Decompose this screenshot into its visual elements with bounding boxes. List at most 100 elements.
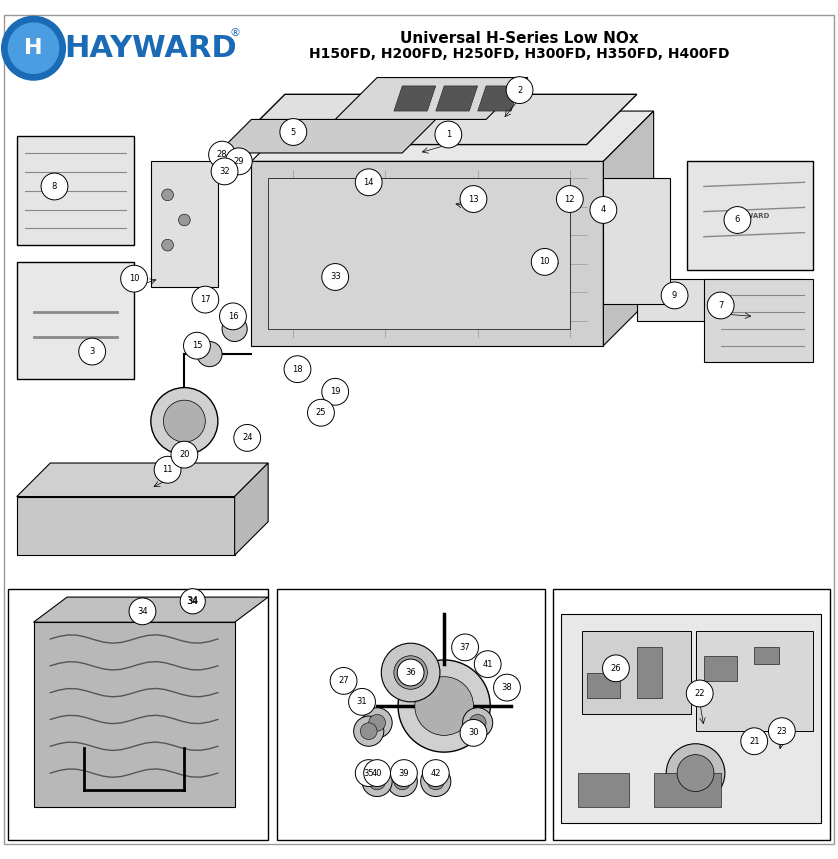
Circle shape	[768, 718, 795, 745]
Text: 10: 10	[540, 258, 550, 266]
Circle shape	[741, 728, 768, 755]
Circle shape	[603, 655, 629, 682]
FancyBboxPatch shape	[582, 631, 691, 715]
Polygon shape	[603, 111, 654, 345]
Circle shape	[162, 189, 173, 201]
Text: 3: 3	[90, 347, 95, 356]
Circle shape	[387, 766, 417, 796]
Text: 2: 2	[517, 86, 522, 94]
Circle shape	[369, 773, 385, 789]
Text: 40: 40	[372, 769, 382, 777]
FancyBboxPatch shape	[587, 673, 620, 698]
Polygon shape	[335, 77, 528, 119]
FancyBboxPatch shape	[578, 773, 628, 807]
Text: 16: 16	[228, 312, 238, 321]
Circle shape	[355, 169, 382, 196]
Text: 36: 36	[406, 668, 416, 677]
Text: 12: 12	[565, 194, 575, 204]
Circle shape	[460, 186, 487, 212]
Circle shape	[394, 655, 427, 689]
Circle shape	[308, 399, 334, 426]
Circle shape	[355, 759, 382, 787]
FancyBboxPatch shape	[277, 588, 545, 840]
Text: 34: 34	[137, 606, 147, 616]
Circle shape	[661, 282, 688, 309]
Polygon shape	[268, 178, 570, 329]
Circle shape	[362, 766, 392, 796]
Circle shape	[452, 634, 478, 661]
FancyBboxPatch shape	[696, 631, 813, 731]
Circle shape	[590, 197, 617, 223]
Text: H: H	[24, 38, 43, 58]
Circle shape	[192, 286, 219, 313]
Text: 20: 20	[179, 450, 189, 460]
Text: 24: 24	[242, 434, 252, 442]
Circle shape	[474, 651, 501, 678]
Circle shape	[280, 119, 307, 145]
Circle shape	[469, 715, 486, 731]
Circle shape	[360, 722, 377, 740]
Text: 39: 39	[399, 769, 409, 777]
Text: 21: 21	[749, 737, 759, 746]
Polygon shape	[687, 161, 813, 271]
Circle shape	[666, 744, 725, 802]
Circle shape	[184, 332, 210, 359]
Circle shape	[121, 265, 147, 292]
Text: 11: 11	[163, 466, 173, 474]
Text: 19: 19	[330, 387, 340, 396]
Text: 22: 22	[695, 689, 705, 698]
Circle shape	[209, 141, 235, 168]
Polygon shape	[17, 137, 134, 245]
Circle shape	[494, 674, 520, 701]
Text: 9: 9	[672, 291, 677, 300]
Text: 25: 25	[316, 408, 326, 417]
Circle shape	[171, 442, 198, 468]
Polygon shape	[151, 161, 218, 287]
Circle shape	[364, 759, 391, 787]
Text: H150FD, H200FD, H250FD, H300FD, H350FD, H400FD: H150FD, H200FD, H250FD, H300FD, H350FD, …	[309, 47, 730, 61]
Circle shape	[8, 23, 59, 73]
Text: 30: 30	[468, 728, 478, 737]
Circle shape	[460, 720, 487, 746]
Text: 6: 6	[735, 216, 740, 224]
FancyBboxPatch shape	[637, 648, 662, 698]
Circle shape	[435, 121, 462, 148]
Circle shape	[362, 708, 392, 738]
Circle shape	[427, 773, 444, 789]
Text: 5: 5	[291, 127, 296, 137]
Text: 7: 7	[718, 301, 723, 310]
Circle shape	[2, 16, 65, 80]
Text: 18: 18	[292, 365, 303, 374]
Circle shape	[129, 598, 156, 624]
FancyBboxPatch shape	[654, 773, 721, 807]
Circle shape	[225, 148, 252, 174]
Circle shape	[330, 667, 357, 694]
Polygon shape	[34, 597, 268, 622]
Text: 15: 15	[192, 341, 202, 350]
FancyBboxPatch shape	[561, 614, 821, 824]
Circle shape	[397, 659, 424, 686]
Circle shape	[677, 755, 714, 791]
Circle shape	[162, 240, 173, 251]
Circle shape	[531, 248, 558, 275]
Text: 14: 14	[364, 178, 374, 186]
Circle shape	[556, 186, 583, 212]
Polygon shape	[251, 111, 654, 161]
Polygon shape	[17, 497, 235, 555]
Text: HAYWARD: HAYWARD	[731, 213, 769, 219]
Text: 13: 13	[468, 194, 478, 204]
Polygon shape	[17, 262, 134, 379]
Text: 41: 41	[483, 660, 493, 668]
Text: 31: 31	[357, 698, 367, 706]
Text: 42: 42	[431, 769, 441, 777]
Text: 23: 23	[777, 727, 787, 735]
Circle shape	[381, 643, 440, 702]
Polygon shape	[603, 178, 670, 304]
Polygon shape	[478, 86, 520, 111]
FancyBboxPatch shape	[8, 588, 268, 840]
Polygon shape	[218, 119, 436, 153]
Polygon shape	[251, 161, 603, 345]
FancyBboxPatch shape	[754, 648, 779, 664]
Text: 34: 34	[187, 596, 199, 606]
Circle shape	[349, 688, 375, 716]
